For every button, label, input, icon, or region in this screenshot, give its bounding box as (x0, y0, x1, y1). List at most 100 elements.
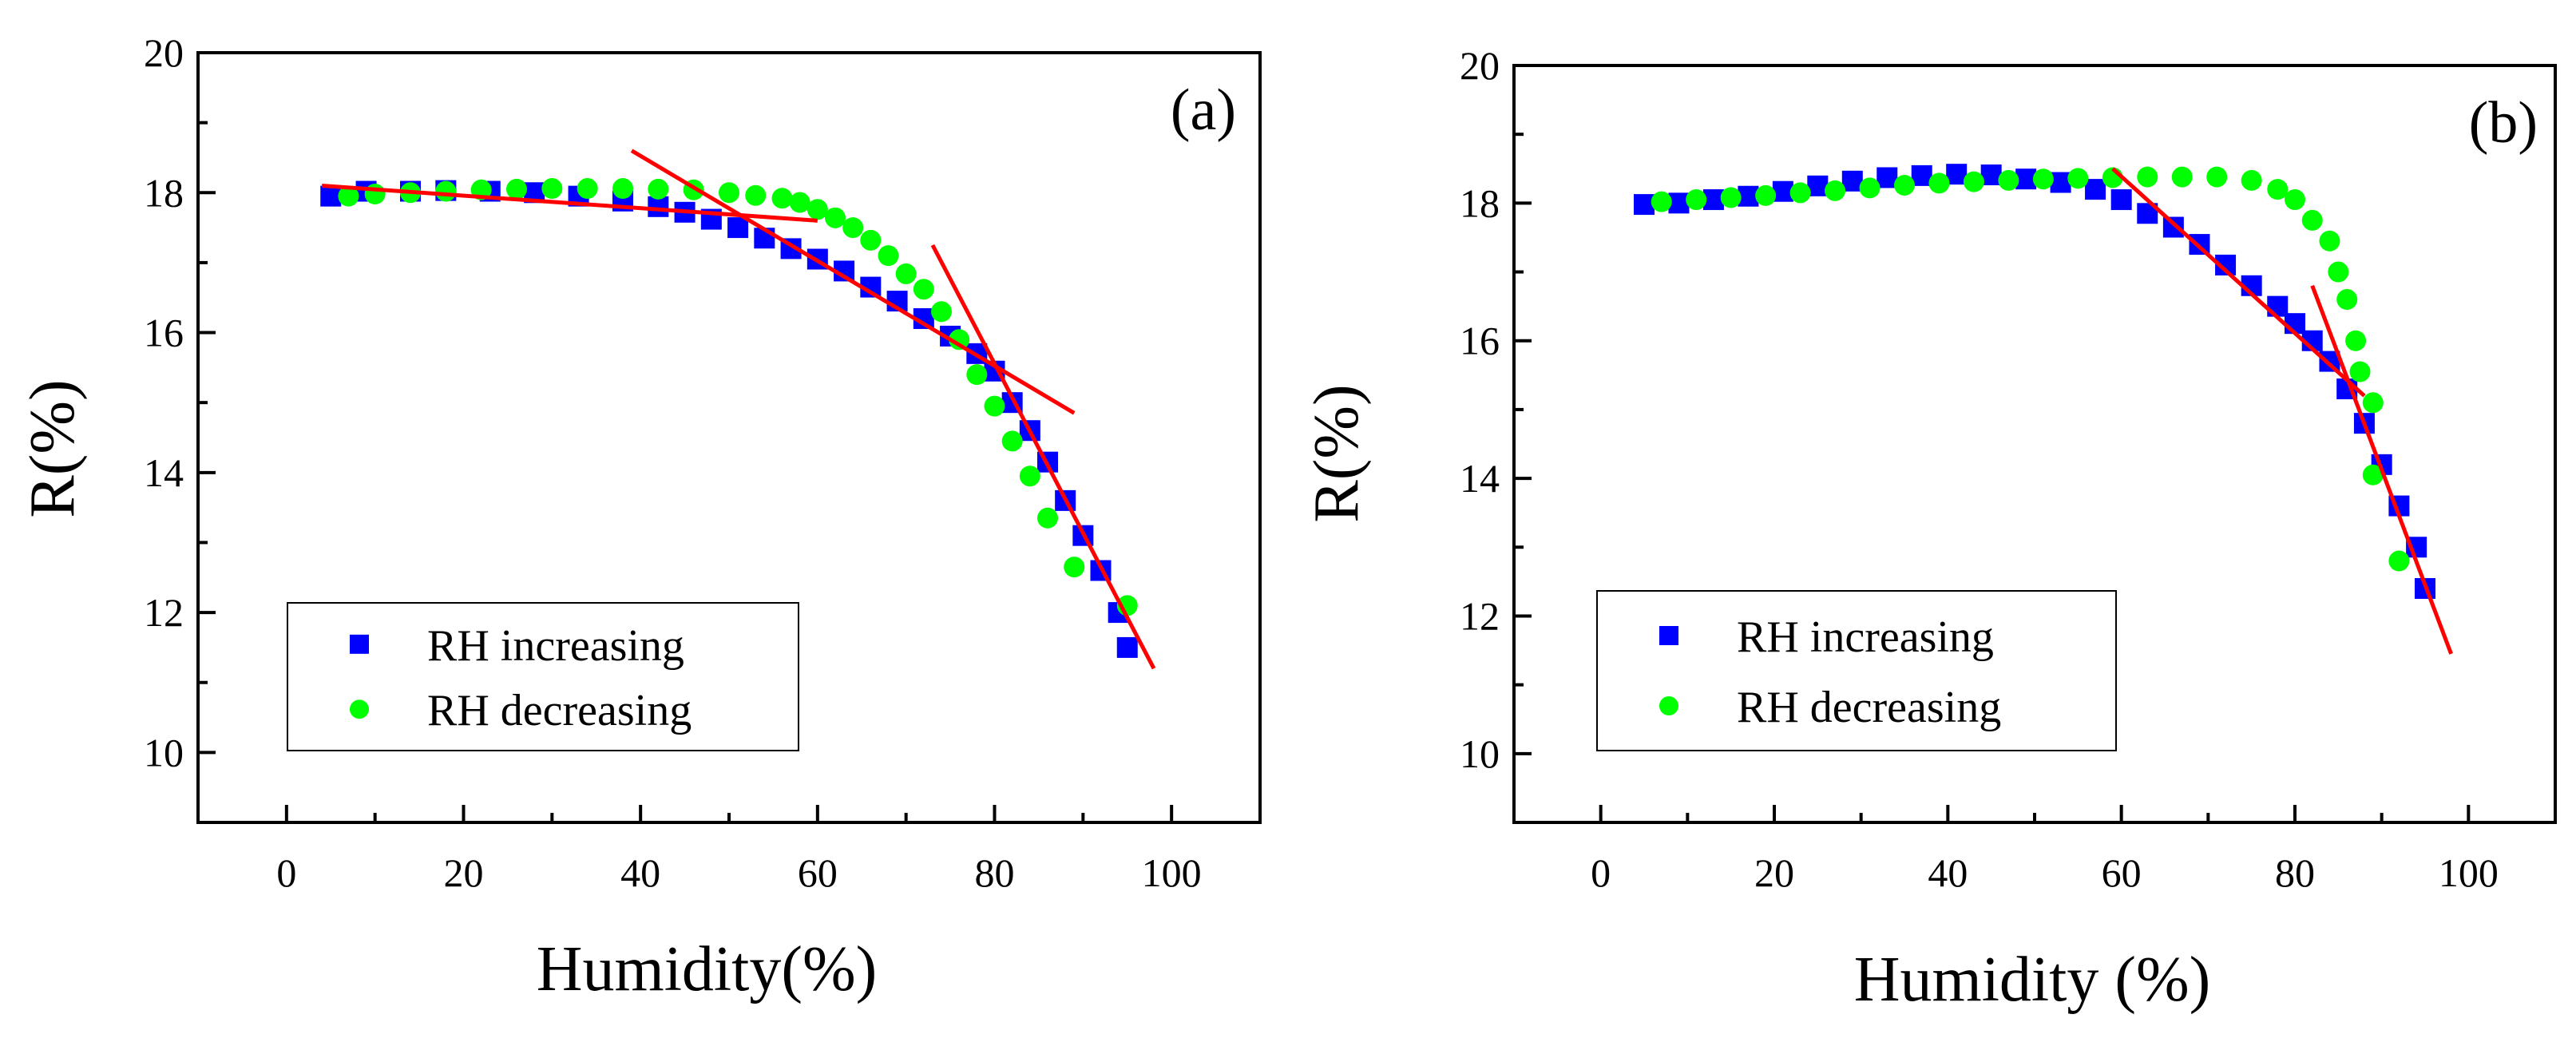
decreasing-point (2362, 464, 2384, 485)
legend-label-increasing-b: RH increasing (1737, 612, 1994, 662)
legend-box-a (287, 602, 799, 751)
fit-line (930, 244, 1156, 670)
decreasing-point (1825, 180, 1846, 201)
decreasing-point (745, 184, 767, 206)
decreasing-point (1963, 171, 1984, 192)
increasing-point (1668, 192, 1690, 214)
y-tick-label: 14 (144, 450, 184, 495)
decreasing-point (2267, 179, 2289, 200)
x-tick-label: 60 (2102, 850, 2142, 895)
y-tick-label: 10 (144, 730, 184, 775)
chart-panel-a: (a) Humidity(%) R(%) 0 20 40 60 80 100 10 12 14 1… (18, 30, 1262, 1004)
decreasing-point (1755, 184, 1777, 206)
decreasing-point (2345, 330, 2367, 351)
decreasing-point (612, 178, 633, 200)
decreasing-point (435, 180, 457, 202)
increasing-point (2162, 216, 2184, 238)
legend-label-decreasing-b: RH decreasing (1737, 683, 2001, 732)
y-tick-label: 20 (144, 30, 184, 75)
decreasing-point (719, 182, 739, 204)
increasing-point (727, 217, 749, 239)
increasing-point (1980, 164, 2002, 186)
increasing-point (1116, 636, 1138, 658)
decreasing-point (1720, 187, 1742, 208)
decreasing-point (2301, 209, 2323, 231)
decreasing-point (364, 184, 386, 205)
decreasing-point (1998, 169, 2019, 191)
decreasing-point (2336, 289, 2358, 311)
fit-lines-b (2111, 167, 2453, 655)
y-tick-label: 16 (1460, 319, 1500, 363)
y-tick-label: 20 (1460, 43, 1500, 88)
decreasing-point (1064, 557, 1085, 578)
decreasing-point (966, 364, 988, 386)
increasing-point (1738, 185, 1759, 207)
decreasing-point (878, 245, 899, 267)
decreasing-point (2319, 230, 2340, 252)
legend-label-increasing-a: RH increasing (427, 621, 684, 671)
x-tick-label: 40 (1928, 850, 1968, 895)
decreasing-point (913, 279, 934, 300)
decreasing-point (338, 185, 359, 207)
fit-line (321, 184, 818, 223)
axis-ticks-b: 0 20 40 60 80 100 10 12 14 16 18 20 (1460, 43, 2499, 895)
decreasing-point (2362, 392, 2384, 414)
y-tick-label: 18 (1460, 180, 1500, 225)
decreasing-point (806, 199, 828, 220)
x-axis-title-a: Humidity(%) (537, 934, 878, 1004)
y-tick-label: 16 (144, 311, 184, 355)
decreasing-point (2388, 550, 2410, 572)
legend-a: RH increasing RH decreasing (287, 602, 799, 751)
increasing-point (2285, 313, 2305, 335)
decreasing-point (949, 329, 970, 351)
increasing-point (1702, 189, 1724, 211)
decreasing-point (2285, 189, 2305, 211)
x-tick-label: 40 (620, 850, 660, 895)
x-tick-label: 100 (2439, 850, 2499, 895)
increasing-point (2110, 189, 2132, 211)
fit-line (630, 149, 1076, 415)
decreasing-point (842, 217, 864, 239)
y-axis-title-b: R(%) (1302, 384, 1372, 522)
decreasing-point (2171, 166, 2193, 188)
y-tick-label: 14 (1460, 456, 1500, 501)
fit-line (2111, 167, 2366, 398)
axis-ticks-a: 0 20 40 60 80 100 10 12 14 16 18 20 (144, 30, 1202, 895)
decreasing-point (648, 178, 669, 200)
x-tick-label: 20 (1754, 850, 1794, 895)
increasing-point (1807, 175, 1829, 196)
decreasing-point (1037, 507, 1058, 529)
x-tick-label: 80 (2275, 850, 2315, 895)
increasing-point (320, 185, 342, 207)
increasing-point (1841, 170, 1863, 192)
x-tick-label: 0 (276, 850, 296, 895)
decreasing-point (2032, 168, 2054, 190)
x-axis-title-b: Humidity (%) (1854, 945, 2211, 1015)
increasing-point (1877, 167, 1898, 188)
decreasing-point (1928, 172, 1950, 194)
decreasing-point (2206, 166, 2228, 188)
fit-lines-a (321, 149, 1156, 670)
y-tick-label: 18 (144, 170, 184, 215)
legend-box-b (1596, 590, 2117, 751)
x-tick-label: 100 (1142, 850, 1202, 895)
decreasing-point (789, 192, 810, 213)
increasing-point (1772, 180, 1793, 202)
x-tick-label: 60 (798, 850, 838, 895)
decreasing-point (1686, 189, 1707, 211)
increasing-point (1946, 164, 1968, 185)
decreasing-point (771, 188, 793, 209)
panel-label-a: (a) (1171, 77, 1236, 143)
increasing-point (2050, 172, 2071, 193)
decreasing-point (2349, 361, 2371, 382)
decreasing-point (895, 263, 917, 284)
x-tick-label: 20 (444, 850, 484, 895)
panel-label-b: (b) (2469, 90, 2538, 156)
legend-label-decreasing-a: RH decreasing (427, 686, 692, 735)
data-points-b (1634, 164, 2435, 599)
fit-line (2310, 284, 2453, 655)
y-tick-label: 10 (1460, 731, 1500, 776)
legend-marker-decreasing-a (350, 699, 369, 719)
x-tick-label: 0 (1591, 850, 1611, 895)
